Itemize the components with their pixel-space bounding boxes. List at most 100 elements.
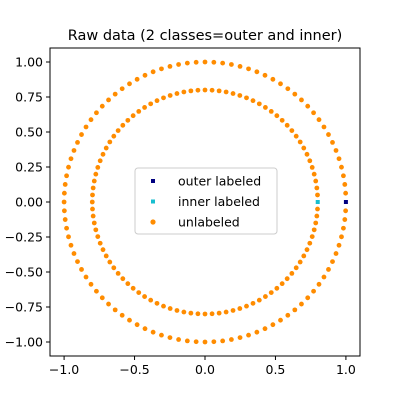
unlabeled-point (111, 265, 117, 271)
unlabeled-point (90, 192, 95, 198)
unlabeled-point (115, 270, 121, 276)
unlabeled-point (193, 339, 199, 345)
unlabeled-point (211, 339, 217, 345)
chart-title: Raw data (2 classes=outer and inner) (68, 28, 343, 44)
unlabeled-point (246, 332, 251, 338)
unlabeled-point (343, 208, 349, 214)
unlabeled-point (188, 310, 194, 316)
unlabeled-point (237, 93, 243, 98)
unlabeled-point (333, 148, 339, 153)
unlabeled-point (270, 76, 276, 82)
unlabeled-point (254, 69, 260, 75)
unlabeled-point (176, 337, 181, 342)
unlabeled-point (91, 178, 97, 184)
points-layer (61, 59, 349, 345)
unlabeled-point (88, 281, 94, 287)
unlabeled-point (309, 234, 315, 240)
unlabeled-point (301, 145, 307, 151)
y-tick-label: 0.25 (15, 160, 43, 175)
unlabeled-point (202, 59, 208, 65)
unlabeled-point (111, 133, 117, 139)
unlabeled-point (62, 217, 68, 222)
unlabeled-point (106, 301, 111, 307)
x-tick-label: 0.5 (266, 362, 286, 377)
unlabeled-point (136, 290, 142, 296)
unlabeled-point (99, 103, 105, 109)
unlabeled-point (174, 91, 180, 96)
unlabeled-point (262, 326, 268, 332)
unlabeled-point (321, 124, 327, 130)
unlabeled-point (326, 267, 331, 272)
unlabeled-point (75, 259, 80, 265)
unlabeled-point (94, 110, 99, 116)
x-tick-label: −1.0 (49, 362, 79, 377)
unlabeled-point (97, 158, 103, 164)
unlabeled-point (254, 329, 260, 335)
unlabeled-point (278, 81, 283, 87)
unlabeled-point (309, 164, 315, 170)
unlabeled-point (292, 91, 298, 97)
unlabeled-point (289, 128, 295, 134)
unlabeled-point (103, 145, 109, 151)
unlabeled-point (341, 173, 346, 179)
unlabeled-point (103, 253, 109, 259)
unlabeled-point (142, 326, 148, 332)
unlabeled-point (237, 63, 243, 69)
unlabeled-point (64, 173, 69, 179)
unlabeled-point (91, 220, 97, 226)
unlabeled-point (220, 338, 226, 344)
unlabeled-point (305, 103, 311, 109)
unlabeled-point (68, 156, 74, 162)
unlabeled-point (330, 259, 335, 265)
unlabeled-point (62, 182, 68, 187)
unlabeled-point (223, 309, 229, 315)
unlabeled-point (150, 69, 156, 75)
unlabeled-point (342, 217, 348, 222)
unlabeled-point (100, 247, 106, 253)
unlabeled-point (97, 240, 103, 246)
unlabeled-point (181, 309, 187, 315)
unlabeled-point (307, 158, 313, 164)
unlabeled-point (107, 139, 113, 145)
unlabeled-point (326, 132, 331, 137)
unlabeled-point (209, 87, 215, 93)
unlabeled-point (130, 285, 136, 291)
unlabeled-point (112, 91, 118, 97)
unlabeled-point (311, 227, 317, 233)
unlabeled-point (99, 295, 105, 301)
unlabeled-point (293, 133, 299, 139)
legend-label: outer labeled (178, 174, 261, 189)
unlabeled-point (297, 259, 303, 265)
y-tick-label: 0.50 (15, 125, 43, 140)
unlabeled-point (90, 185, 96, 191)
unlabeled-point (250, 300, 256, 306)
unlabeled-point (244, 95, 249, 101)
unlabeled-point (161, 95, 166, 101)
unlabeled-point (88, 117, 94, 123)
unlabeled-point (142, 105, 147, 110)
y-tick-label: −0.50 (5, 265, 43, 280)
unlabeled-point (142, 294, 147, 299)
legend-marker (151, 179, 155, 183)
unlabeled-point (333, 251, 339, 256)
unlabeled-point (68, 242, 74, 248)
legend-marker (150, 219, 156, 225)
unlabeled-point (229, 62, 234, 67)
unlabeled-point (90, 213, 96, 219)
unlabeled-point (71, 251, 77, 256)
unlabeled-point (262, 72, 268, 78)
unlabeled-point (230, 308, 236, 313)
unlabeled-point (307, 240, 313, 246)
unlabeled-point (184, 338, 190, 344)
unlabeled-point (79, 132, 84, 137)
x-tick-label: 0.0 (195, 362, 215, 377)
unlabeled-point (184, 60, 190, 66)
unlabeled-point (119, 86, 125, 92)
unlabeled-point (237, 306, 243, 311)
unlabeled-point (220, 60, 226, 66)
unlabeled-point (246, 66, 251, 72)
unlabeled-point (279, 117, 285, 123)
unlabeled-point (107, 259, 113, 265)
legend-label: inner labeled (178, 194, 260, 209)
unlabeled-point (195, 87, 201, 93)
